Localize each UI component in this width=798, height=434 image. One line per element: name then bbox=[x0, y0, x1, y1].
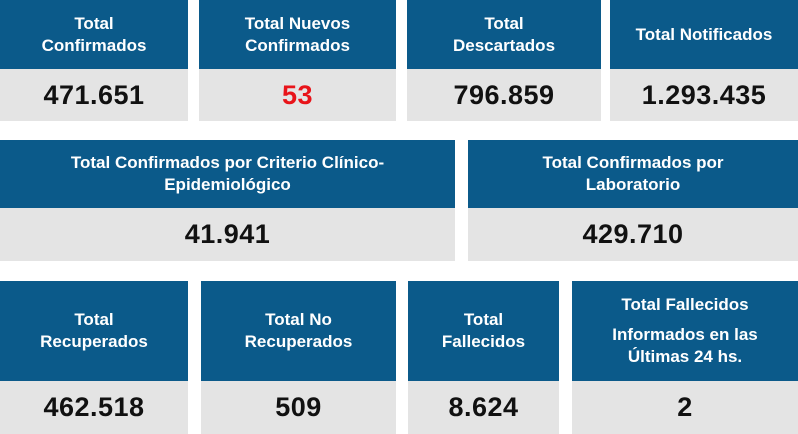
card-title: Total Confirmados por Criterio Clínico-E… bbox=[0, 140, 455, 208]
card-title: Total Fallecidos Informados en las Últim… bbox=[572, 281, 798, 381]
card-title: Total Confirmados bbox=[0, 0, 188, 69]
card-total-nuevos-confirmados: Total Nuevos Confirmados 53 bbox=[199, 0, 396, 121]
card-subtitle-text: Informados en las Últimas 24 hs. bbox=[612, 325, 758, 366]
card-title-text: Total No Recuperados bbox=[244, 310, 353, 351]
card-title: Total Recuperados bbox=[0, 281, 188, 381]
card-title-text: Total Fallecidos bbox=[621, 295, 749, 314]
card-title: Total Confirmados por Laboratorio bbox=[468, 140, 798, 208]
card-title-text: Total Confirmados bbox=[41, 13, 147, 55]
card-value: 462.518 bbox=[0, 381, 188, 434]
card-total-confirmados: Total Confirmados 471.651 bbox=[0, 0, 188, 121]
card-value: 429.710 bbox=[468, 208, 798, 261]
card-value: 41.941 bbox=[0, 208, 455, 261]
card-confirmados-laboratorio: Total Confirmados por Laboratorio 429.71… bbox=[468, 140, 798, 261]
card-title-text: Total Confirmados por Criterio Clínico-E… bbox=[70, 153, 385, 194]
card-total-no-recuperados: Total No Recuperados 509 bbox=[201, 281, 396, 434]
card-title: Total Descartados bbox=[407, 0, 601, 69]
card-value: 2 bbox=[572, 381, 798, 434]
card-title: Total Fallecidos bbox=[408, 281, 559, 381]
card-title-text: Total Nuevos Confirmados bbox=[244, 13, 351, 55]
card-title: Total Nuevos Confirmados bbox=[199, 0, 396, 69]
card-title-text: Total Fallecidos bbox=[441, 310, 526, 351]
card-value: 53 bbox=[199, 69, 396, 121]
card-title-text: Total Recuperados bbox=[40, 310, 148, 351]
card-title-text: Total Descartados bbox=[452, 13, 556, 55]
card-title-text: Total Notificados bbox=[635, 24, 773, 44]
card-fallecidos-ultimas-24hs: Total Fallecidos Informados en las Últim… bbox=[572, 281, 798, 434]
card-total-fallecidos: Total Fallecidos 8.624 bbox=[408, 281, 559, 434]
card-total-recuperados: Total Recuperados 462.518 bbox=[0, 281, 188, 434]
card-title-text: Total Confirmados por Laboratorio bbox=[542, 153, 724, 194]
card-title: Total Notificados bbox=[610, 0, 798, 69]
card-value: 509 bbox=[201, 381, 396, 434]
card-value: 1.293.435 bbox=[610, 69, 798, 121]
card-value: 471.651 bbox=[0, 69, 188, 121]
card-value: 8.624 bbox=[408, 381, 559, 434]
card-total-notificados: Total Notificados 1.293.435 bbox=[610, 0, 798, 121]
card-confirmados-criterio-clinico: Total Confirmados por Criterio Clínico-E… bbox=[0, 140, 455, 261]
card-total-descartados: Total Descartados 796.859 bbox=[407, 0, 601, 121]
card-value: 796.859 bbox=[407, 69, 601, 121]
card-title: Total No Recuperados bbox=[201, 281, 396, 381]
